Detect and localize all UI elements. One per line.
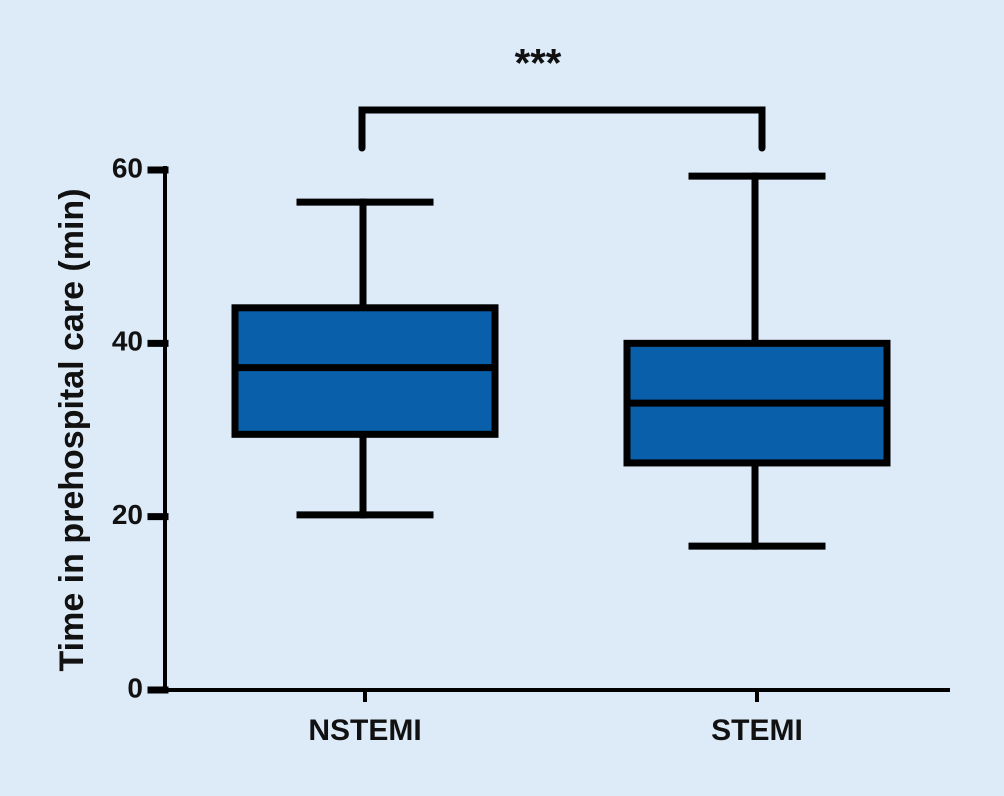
x-tick-label: NSTEMI [308,714,421,747]
y-tick-label: 20 [112,499,143,530]
significance-label: *** [515,42,562,86]
significance-bracket [358,106,766,152]
y-axis-label: Time in prehospital care (min) [53,188,91,671]
y-tick-label: 40 [112,326,143,357]
y-tick-label: 60 [112,152,143,183]
y-tick-label: 0 [127,672,143,703]
x-tick-label: STEMI [711,714,803,747]
